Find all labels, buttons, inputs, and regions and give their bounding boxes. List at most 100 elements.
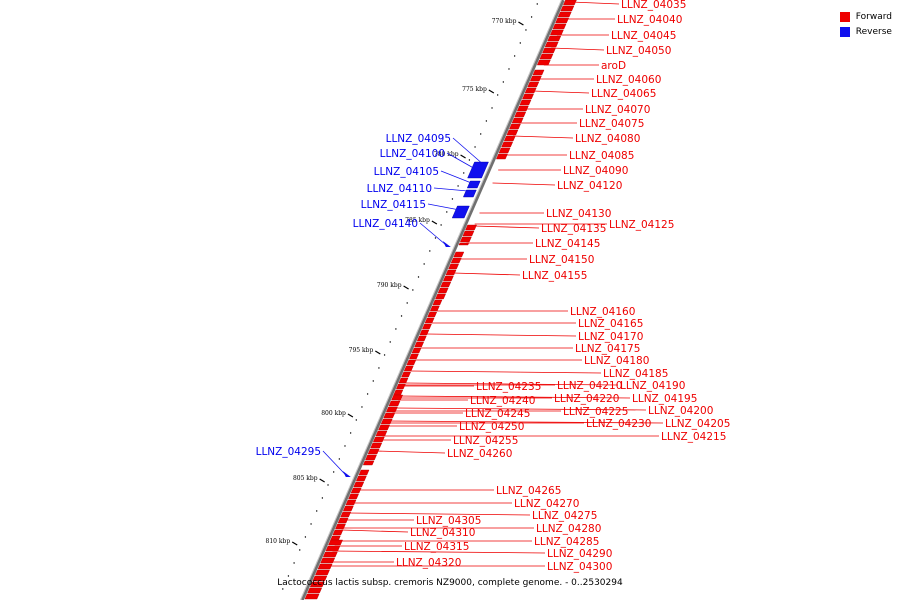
gene-label-forward: LLNZ_04310 xyxy=(410,527,475,539)
gene-label-forward: LLNZ_04040 xyxy=(617,14,682,26)
gene-label-forward: LLNZ_04175 xyxy=(575,343,640,355)
forward-gene-block xyxy=(350,487,362,494)
forward-gene-block xyxy=(345,499,357,506)
guide-dot xyxy=(496,94,499,96)
leader-line xyxy=(452,137,481,163)
tick-label: 790 kbp xyxy=(377,282,402,289)
gene-label-forward: LLNZ_04125 xyxy=(609,219,674,231)
forward-gene-block xyxy=(315,569,330,576)
guide-dot xyxy=(344,445,346,447)
genome-backbone-highlight xyxy=(300,0,562,600)
gene-label-forward: LLNZ_04220 xyxy=(554,393,619,405)
gene-label-forward: LLNZ_04315 xyxy=(404,541,469,553)
genome-caption: Lactococcus lactis subsp. cremoris NZ900… xyxy=(277,578,623,588)
forward-gene-block xyxy=(506,129,519,136)
gene-label-forward: LLNZ_04035 xyxy=(621,0,686,11)
guide-dot xyxy=(474,146,476,148)
tick-label: 785 kbp xyxy=(405,217,430,224)
leader-line xyxy=(571,1,620,5)
guide-dot xyxy=(349,432,352,434)
guide-dot xyxy=(417,276,420,278)
gene-label-forward: LLNZ_04225 xyxy=(563,406,628,418)
guide-dot xyxy=(519,42,521,44)
gene-label-forward: LLNZ_04165 xyxy=(578,318,643,330)
forward-gene-block xyxy=(450,257,462,264)
guide-dot xyxy=(440,224,442,226)
tick-label: 770 kbp xyxy=(492,18,517,25)
gene-label-forward: LLNZ_04075 xyxy=(579,118,644,130)
genome-backbone xyxy=(300,0,565,600)
guide-dot xyxy=(508,68,510,70)
tick-mark xyxy=(291,541,298,546)
gene-label-forward: LLNZ_04185 xyxy=(603,368,668,380)
guide-dot xyxy=(485,120,488,122)
gene-label-reverse: LLNZ_04115 xyxy=(361,199,426,211)
gene-label-forward: LLNZ_04235 xyxy=(476,381,541,393)
forward-gene-block xyxy=(560,5,575,12)
guide-dot xyxy=(338,458,341,460)
gene-label-forward: LLNZ_04270 xyxy=(514,498,579,510)
guide-dot xyxy=(480,133,482,135)
leader-line xyxy=(440,170,472,184)
guide-dot xyxy=(406,302,408,304)
gene-label-forward: LLNZ_04290 xyxy=(547,548,612,560)
forward-gene-block xyxy=(442,275,454,282)
guide-dot xyxy=(525,29,527,31)
gene-label-forward: LLNZ_04130 xyxy=(546,208,611,220)
tick-label: 780 kbp xyxy=(434,151,459,158)
forward-gene-block xyxy=(337,517,349,524)
forward-gene-block xyxy=(498,147,511,154)
gene-label-reverse: LLNZ_04295 xyxy=(256,446,321,458)
forward-gene-block xyxy=(422,323,432,330)
guide-dot xyxy=(502,81,505,83)
gene-label-forward: LLNZ_04120 xyxy=(557,180,622,192)
forward-gene-block xyxy=(307,587,323,594)
forward-gene-block xyxy=(563,0,577,6)
gene-label-forward: LLNZ_04215 xyxy=(661,431,726,443)
gene-label-forward: LLNZ_04085 xyxy=(569,150,634,162)
forward-gene-block xyxy=(462,230,475,237)
tick-mark xyxy=(518,21,524,26)
forward-gene-block xyxy=(414,341,425,348)
leader-line xyxy=(348,512,531,516)
leader-line xyxy=(512,135,574,139)
legend: Forward Reverse xyxy=(839,9,892,39)
gene-label-reverse: LLNZ_04095 xyxy=(386,133,451,145)
gene-label-forward: LLNZ_04050 xyxy=(606,45,671,57)
gene-label-forward: LLNZ_04190 xyxy=(620,380,685,392)
forward-gene-block xyxy=(549,29,564,36)
forward-gene-block xyxy=(448,263,459,270)
forward-gene-block xyxy=(539,53,554,60)
gene-label-forward: LLNZ_04045 xyxy=(611,30,676,42)
reverse-gene-block xyxy=(442,241,451,247)
gene-label-forward: LLNZ_04170 xyxy=(578,331,643,343)
guide-dot xyxy=(463,172,465,174)
tick-mark xyxy=(347,413,354,418)
gene-label-forward: LLNZ_04205 xyxy=(665,418,730,430)
guide-dot xyxy=(316,510,318,512)
leader-line xyxy=(426,333,577,337)
guide-dot xyxy=(378,367,380,369)
gene-labels: LLNZ_04035 LLNZ_04040 LLNZ_04045 LLNZ_04050… xyxy=(256,0,731,573)
guide-dot xyxy=(310,523,312,525)
gene-label-forward: LLNZ_04180 xyxy=(584,355,649,367)
forward-gene-block xyxy=(342,505,354,512)
forward-gene-block xyxy=(429,305,440,312)
leader-line xyxy=(322,450,346,475)
forward-gene-block xyxy=(325,545,341,552)
gene-label-forward: LLNZ_04245 xyxy=(465,408,530,420)
forward-gene-block xyxy=(511,117,524,124)
forward-gene-block xyxy=(309,581,325,588)
gene-label-forward: LLNZ_04240 xyxy=(470,395,535,407)
leader-line xyxy=(492,182,556,186)
forward-gene-block xyxy=(322,551,338,558)
leader-lines xyxy=(322,1,664,567)
guide-dot xyxy=(423,263,425,265)
tick-label: 800 kbp xyxy=(321,410,346,417)
gene-label-forward: LLNZ_04145 xyxy=(535,238,600,250)
gene-label-forward: LLNZ_04260 xyxy=(447,448,512,460)
forward-gene-block xyxy=(432,299,443,306)
guide-dot xyxy=(282,588,284,590)
guide-dot xyxy=(299,549,301,551)
guide-dot xyxy=(361,406,363,408)
